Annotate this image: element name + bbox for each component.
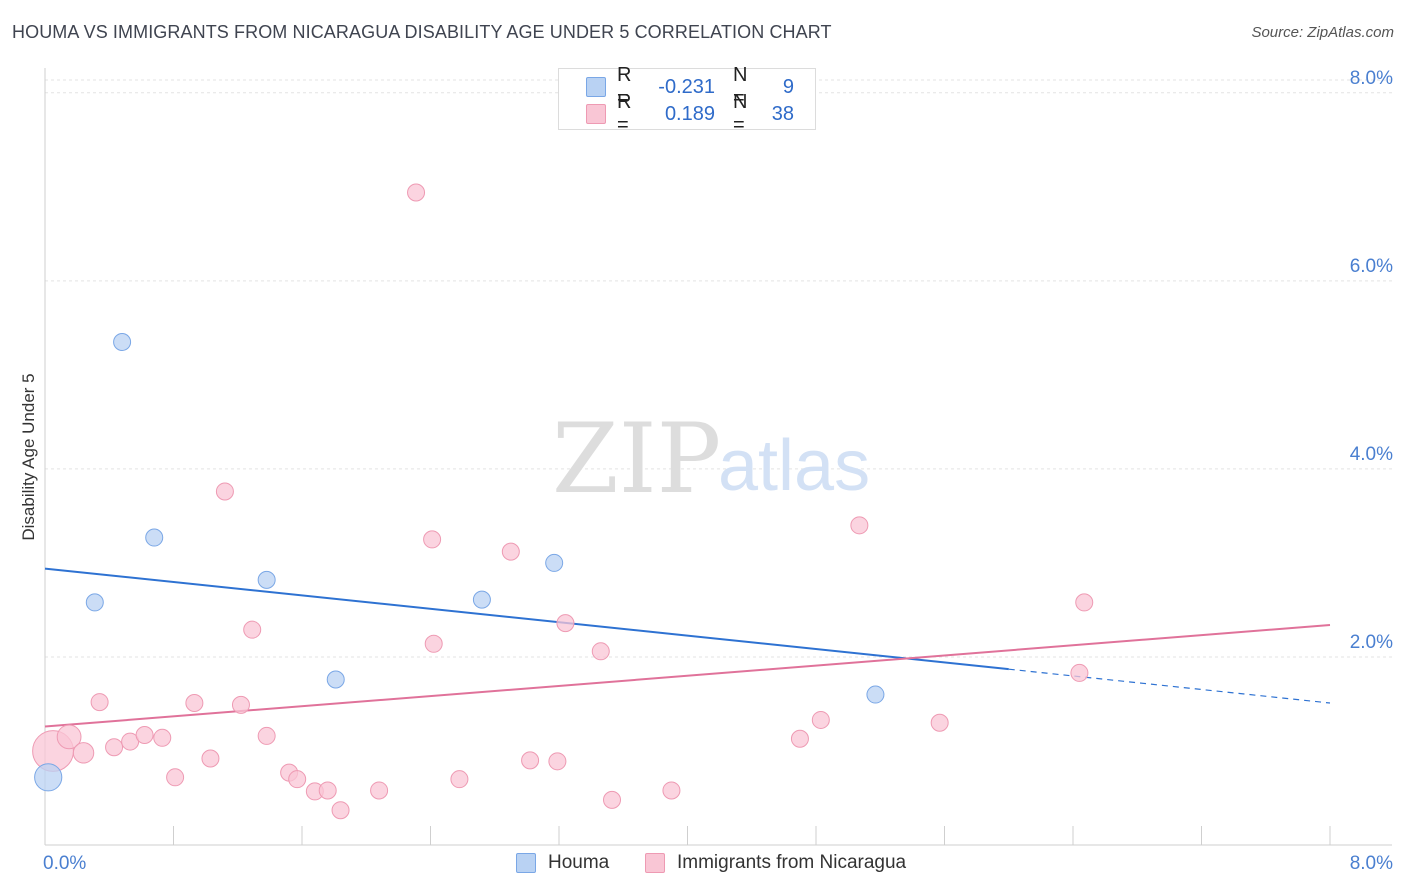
- houma-point: [34, 763, 63, 792]
- data-points: [32, 183, 1094, 820]
- nicaragua-point: [521, 751, 540, 770]
- houma-point: [545, 553, 564, 572]
- nicaragua-swatch: [645, 853, 665, 873]
- nicaragua-point: [201, 749, 220, 768]
- n-value: 38: [771, 102, 794, 125]
- nicaragua-point: [153, 728, 172, 747]
- nicaragua-point: [215, 482, 234, 501]
- r-value: 0.189: [664, 102, 715, 125]
- nicaragua-point: [166, 768, 185, 787]
- nicaragua-point: [105, 738, 124, 757]
- nicaragua-point: [407, 183, 426, 202]
- nicaragua-point: [231, 695, 250, 714]
- nicaragua-point: [424, 634, 443, 653]
- nicaragua-trend-line: [44, 623, 1331, 728]
- source-label: Source: ZipAtlas.com: [1251, 24, 1394, 41]
- n-label: N =: [733, 91, 748, 136]
- watermark: ZIP atlas: [552, 403, 870, 515]
- nicaragua-point: [370, 781, 389, 800]
- nicaragua-point: [1075, 593, 1094, 612]
- houma-point: [85, 593, 104, 612]
- nicaragua-point: [90, 693, 109, 712]
- houma-swatch: [516, 853, 536, 873]
- nicaragua-point: [135, 725, 154, 744]
- nicaragua-point: [257, 726, 276, 745]
- nicaragua-swatch: [586, 104, 606, 124]
- nicaragua-point: [603, 790, 622, 809]
- n-value: 9: [782, 75, 794, 98]
- legend-label-nicaragua: Immigrants from Nicaragua: [677, 852, 907, 873]
- r-value: -0.231: [658, 75, 715, 98]
- r-label: R =: [617, 91, 632, 136]
- houma-point: [113, 332, 132, 351]
- houma-point: [472, 590, 491, 609]
- axes: [44, 68, 1392, 846]
- nicaragua-point: [501, 542, 520, 561]
- series-legend: Houma Immigrants from Nicaragua: [0, 852, 1406, 878]
- houma-trend-extension: [1008, 668, 1331, 704]
- nicaragua-point: [288, 770, 307, 789]
- chart-title: HOUMA VS IMMIGRANTS FROM NICARAGUA DISAB…: [12, 22, 832, 42]
- n-label: N =: [733, 64, 748, 109]
- nicaragua-point: [811, 710, 830, 729]
- trend-lines: [44, 567, 1331, 728]
- nicaragua-point: [243, 620, 262, 639]
- y-tick-label: 2.0%: [1350, 632, 1393, 653]
- y-tick-label: 8.0%: [1350, 68, 1393, 89]
- nicaragua-point: [850, 516, 869, 535]
- grid-lines: [45, 79, 1392, 658]
- houma-point: [257, 570, 276, 589]
- nicaragua-point: [450, 770, 469, 789]
- houma-point: [326, 670, 345, 689]
- y-axis-label: Disability Age Under 5: [19, 373, 38, 540]
- houma-swatch: [586, 77, 606, 97]
- nicaragua-point: [331, 801, 350, 820]
- nicaragua-point: [591, 642, 610, 661]
- watermark-atlas: atlas: [718, 426, 870, 506]
- stats-legend: R = -0.231 N = 9 R = 0.189 N = 38: [558, 64, 816, 136]
- nicaragua-point: [790, 729, 809, 748]
- x-tick-label-min: 0.0%: [43, 853, 86, 874]
- watermark-zip: ZIP: [552, 403, 721, 515]
- nicaragua-point: [423, 530, 442, 549]
- nicaragua-point: [72, 742, 95, 764]
- houma-point: [866, 685, 885, 704]
- legend-item-nicaragua[interactable]: Immigrants from Nicaragua: [645, 852, 906, 874]
- nicaragua-point: [1070, 663, 1089, 682]
- y-tick-label: 4.0%: [1350, 444, 1393, 465]
- nicaragua-point: [930, 713, 949, 732]
- nicaragua-point: [556, 614, 575, 633]
- nicaragua-point: [56, 724, 82, 750]
- x-tick-label-max: 8.0%: [1350, 853, 1393, 874]
- legend-item-houma[interactable]: Houma: [516, 852, 609, 874]
- nicaragua-point: [662, 781, 681, 800]
- legend-label-houma: Houma: [548, 852, 610, 873]
- r-label: R =: [617, 64, 632, 109]
- nicaragua-point: [548, 752, 567, 771]
- houma-trend-line: [44, 567, 1009, 671]
- axis-labels: Disability Age Under 5 0.0% 8.0% 2.0% 4.0…: [19, 68, 1393, 874]
- nicaragua-point: [318, 781, 337, 800]
- houma-point: [145, 528, 164, 547]
- y-tick-label: 6.0%: [1350, 256, 1393, 277]
- nicaragua-point: [185, 694, 204, 713]
